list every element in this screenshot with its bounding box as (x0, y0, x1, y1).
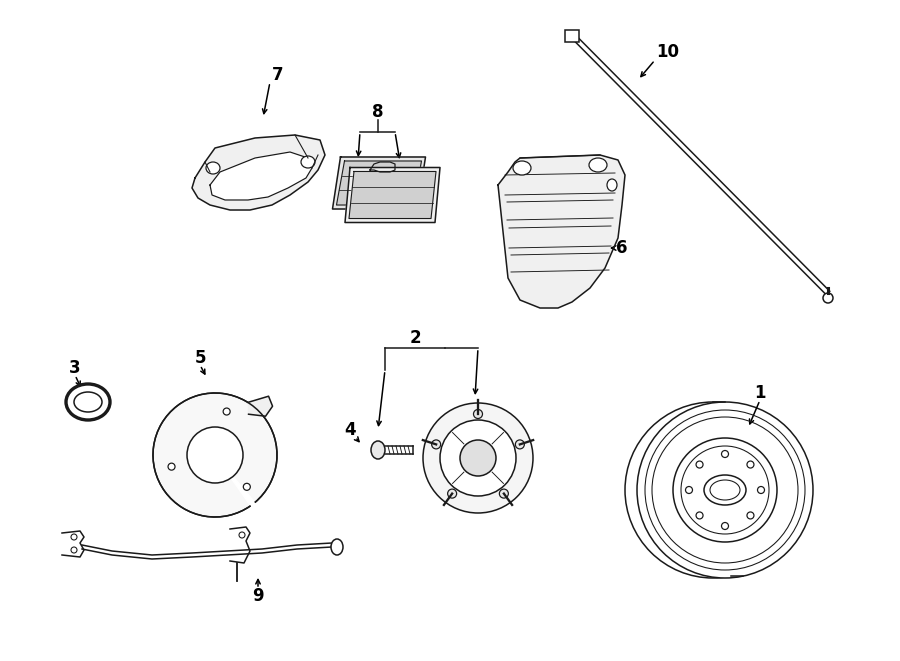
Polygon shape (498, 155, 625, 308)
Wedge shape (213, 453, 256, 508)
Text: 8: 8 (373, 103, 383, 121)
Ellipse shape (423, 403, 533, 513)
Polygon shape (345, 167, 440, 223)
Ellipse shape (758, 486, 764, 494)
Polygon shape (248, 396, 273, 416)
Polygon shape (192, 135, 325, 210)
Ellipse shape (696, 512, 703, 519)
Ellipse shape (686, 486, 692, 494)
Ellipse shape (74, 392, 102, 412)
Ellipse shape (516, 440, 525, 449)
Ellipse shape (460, 440, 496, 476)
Ellipse shape (66, 384, 110, 420)
Ellipse shape (637, 402, 813, 578)
Ellipse shape (722, 451, 728, 457)
FancyBboxPatch shape (565, 30, 579, 42)
Ellipse shape (153, 393, 277, 517)
Ellipse shape (823, 293, 833, 303)
Text: 7: 7 (272, 66, 284, 84)
Text: 3: 3 (69, 359, 81, 377)
Polygon shape (349, 171, 436, 219)
Text: 10: 10 (656, 43, 680, 61)
Ellipse shape (722, 522, 728, 529)
Text: 4: 4 (344, 421, 356, 439)
Ellipse shape (500, 489, 508, 498)
Ellipse shape (440, 420, 516, 496)
Ellipse shape (371, 441, 385, 459)
Ellipse shape (187, 427, 243, 483)
Text: 1: 1 (754, 384, 766, 402)
Text: 6: 6 (616, 239, 628, 257)
Ellipse shape (71, 547, 77, 553)
Ellipse shape (71, 534, 77, 540)
Ellipse shape (513, 161, 531, 175)
Text: 9: 9 (252, 587, 264, 605)
Polygon shape (332, 157, 426, 209)
Ellipse shape (223, 408, 230, 415)
Text: 2: 2 (410, 329, 421, 347)
Ellipse shape (432, 440, 441, 449)
Ellipse shape (301, 156, 315, 168)
Ellipse shape (607, 179, 617, 191)
Ellipse shape (243, 483, 250, 490)
Ellipse shape (673, 438, 777, 542)
Ellipse shape (747, 512, 754, 519)
Ellipse shape (168, 463, 175, 470)
Ellipse shape (747, 461, 754, 468)
Ellipse shape (473, 410, 482, 418)
Polygon shape (210, 152, 312, 200)
Polygon shape (337, 161, 421, 205)
Ellipse shape (239, 532, 245, 538)
Ellipse shape (206, 162, 220, 174)
Ellipse shape (589, 158, 607, 172)
Ellipse shape (704, 475, 746, 505)
Ellipse shape (447, 489, 456, 498)
Text: 5: 5 (194, 349, 206, 367)
Ellipse shape (331, 539, 343, 555)
Ellipse shape (696, 461, 703, 468)
